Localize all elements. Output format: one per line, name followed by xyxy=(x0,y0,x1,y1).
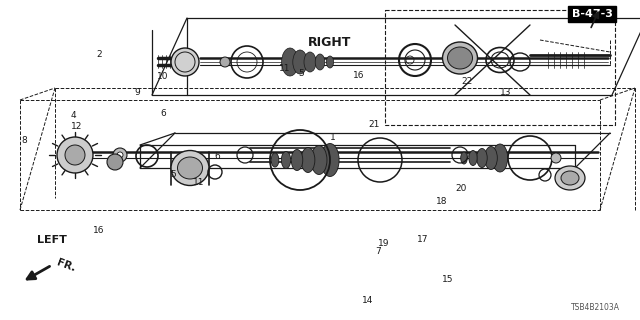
Text: LEFT: LEFT xyxy=(37,235,67,245)
Ellipse shape xyxy=(311,146,327,174)
Text: B-47-3: B-47-3 xyxy=(572,9,612,19)
Ellipse shape xyxy=(271,153,279,167)
Ellipse shape xyxy=(469,150,477,165)
Ellipse shape xyxy=(282,151,291,169)
Text: 12: 12 xyxy=(71,122,83,131)
Text: 20: 20 xyxy=(455,184,467,193)
Text: 19: 19 xyxy=(378,239,390,248)
Text: 15: 15 xyxy=(442,276,454,284)
Text: 17: 17 xyxy=(417,236,428,244)
Text: 6: 6 xyxy=(215,152,220,161)
Text: 9: 9 xyxy=(135,88,140,97)
Text: 5: 5 xyxy=(298,69,303,78)
Text: 13: 13 xyxy=(500,88,511,97)
Text: 2: 2 xyxy=(97,50,102,59)
Ellipse shape xyxy=(326,56,333,68)
Ellipse shape xyxy=(315,54,325,70)
Ellipse shape xyxy=(304,52,316,72)
Ellipse shape xyxy=(293,50,307,74)
Text: 18: 18 xyxy=(436,197,447,206)
Circle shape xyxy=(117,152,123,158)
Ellipse shape xyxy=(321,143,339,177)
Ellipse shape xyxy=(282,48,298,76)
Circle shape xyxy=(107,154,123,170)
Ellipse shape xyxy=(291,149,303,171)
Ellipse shape xyxy=(177,157,202,179)
Ellipse shape xyxy=(484,147,497,170)
Ellipse shape xyxy=(555,166,585,190)
Text: FR.: FR. xyxy=(55,257,77,273)
Text: 7: 7 xyxy=(375,247,380,256)
Text: 8: 8 xyxy=(22,136,27,145)
Text: 11: 11 xyxy=(279,64,291,73)
Ellipse shape xyxy=(561,171,579,185)
Text: 10: 10 xyxy=(157,72,169,81)
Circle shape xyxy=(65,145,85,165)
Text: 21: 21 xyxy=(369,120,380,129)
Text: 16: 16 xyxy=(93,226,105,235)
Ellipse shape xyxy=(477,148,487,167)
Ellipse shape xyxy=(461,152,467,164)
Text: RIGHT: RIGHT xyxy=(308,36,352,49)
Ellipse shape xyxy=(171,150,209,186)
Ellipse shape xyxy=(492,144,508,172)
Text: 6: 6 xyxy=(161,109,166,118)
Circle shape xyxy=(220,57,230,67)
Text: 5: 5 xyxy=(170,170,175,179)
Text: 22: 22 xyxy=(461,77,473,86)
Circle shape xyxy=(57,137,93,173)
Circle shape xyxy=(113,148,127,162)
Ellipse shape xyxy=(171,48,199,76)
Text: TSB4B2103A: TSB4B2103A xyxy=(571,303,620,312)
Ellipse shape xyxy=(442,42,477,74)
Bar xyxy=(385,10,615,125)
Text: 11: 11 xyxy=(193,178,204,187)
Circle shape xyxy=(551,153,561,163)
Ellipse shape xyxy=(301,148,315,172)
Text: 1: 1 xyxy=(330,133,335,142)
Ellipse shape xyxy=(447,47,472,69)
Text: 14: 14 xyxy=(362,296,374,305)
Text: 16: 16 xyxy=(353,71,364,80)
Text: 4: 4 xyxy=(71,111,76,120)
